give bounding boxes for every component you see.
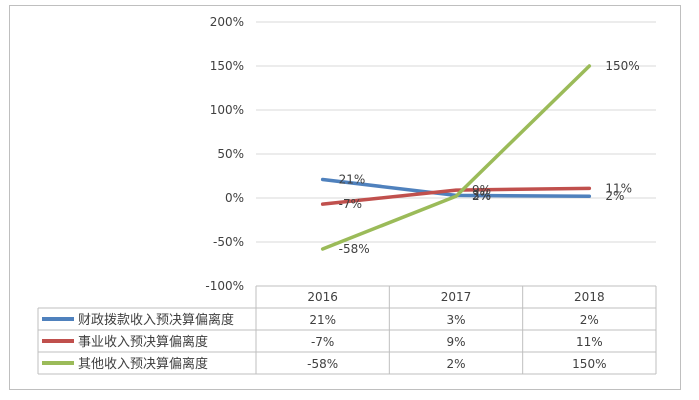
y-tick-label: -100% bbox=[205, 279, 244, 293]
data-label: 21% bbox=[339, 173, 366, 187]
y-tick-label: -50% bbox=[213, 235, 244, 249]
y-tick-label: 50% bbox=[217, 147, 244, 161]
table-cell: 150% bbox=[572, 357, 606, 371]
table-cell: -58% bbox=[307, 357, 338, 371]
table-cell: 2% bbox=[580, 313, 599, 327]
data-label: -58% bbox=[339, 242, 370, 256]
series-line bbox=[320, 186, 592, 206]
data-label: 9% bbox=[472, 183, 491, 197]
data-label: 3% bbox=[472, 188, 491, 202]
y-tick-label: 200% bbox=[210, 15, 244, 29]
x-category-label: 2017 bbox=[441, 290, 472, 304]
data-label: 11% bbox=[605, 181, 632, 195]
table-cell: -7% bbox=[311, 335, 334, 349]
data-label: 2% bbox=[605, 189, 624, 203]
table-cell: 2% bbox=[446, 357, 465, 371]
series-lines bbox=[320, 64, 592, 251]
table-cell: 9% bbox=[446, 335, 465, 349]
data-label: 150% bbox=[605, 59, 639, 73]
data-table: 2016 2017 2018 财政拨款收入预决算偏离度 21% 3% 2% 事业收入预决算偏离… bbox=[37, 285, 657, 375]
x-category-label: 2018 bbox=[574, 290, 605, 304]
table-cell: 3% bbox=[446, 313, 465, 327]
legend-entry: 其他收入预决算偏离度 bbox=[78, 356, 208, 372]
x-category-label: 2016 bbox=[307, 290, 338, 304]
y-tick-label: 150% bbox=[210, 59, 244, 73]
y-tick-label: 100% bbox=[210, 103, 244, 117]
gridlines bbox=[256, 21, 656, 243]
data-labels: 21%3% 2%-7%9% 11%-58%2%150% bbox=[339, 59, 640, 256]
table-cell: 11% bbox=[576, 335, 603, 349]
data-label: 2% bbox=[472, 189, 491, 203]
y-tick-label: 0% bbox=[225, 191, 244, 205]
series-line bbox=[320, 64, 592, 251]
legend-entry: 事业收入预决算偏离度 bbox=[78, 334, 208, 350]
table-cell: 21% bbox=[309, 313, 336, 327]
legend-entry: 财政拨款收入预决算偏离度 bbox=[78, 312, 234, 328]
data-label: -7% bbox=[339, 197, 362, 211]
y-axis-ticks: 200% 150% 100% 50% 0% -50% -100% bbox=[205, 15, 244, 293]
